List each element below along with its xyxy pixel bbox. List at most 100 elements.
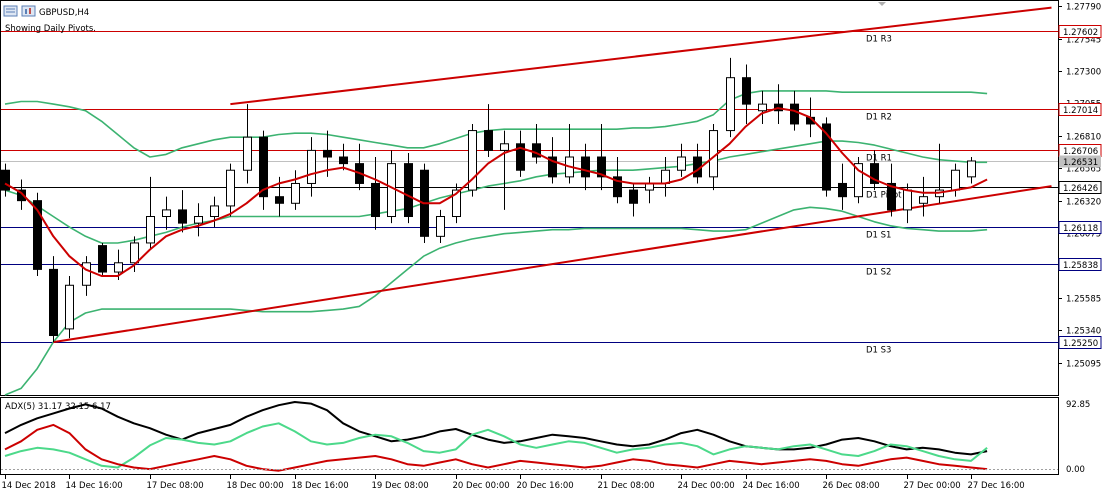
candle (371, 157, 380, 230)
pivot-level-name-0: D1 R3 (866, 35, 892, 45)
adx-indicator: ADX(5) 31.17 32.15 6.17 92.85 0.00 (1, 400, 1090, 475)
candle-body (452, 189, 461, 218)
candle-body (259, 136, 268, 198)
pivot-level-name-2: D1 R1 (866, 154, 892, 164)
candle-body (726, 77, 735, 132)
trend-line-1 (53, 185, 1052, 344)
price-tick-label: 1.25585 (1066, 295, 1101, 305)
candle-body (114, 262, 123, 273)
pivot-price-label-6: 1.25250 (1063, 339, 1098, 349)
main-plot-frame (0, 0, 1059, 396)
pivot-price-box-5 (1058, 258, 1102, 271)
time-tick-label: 19 Dec 08:00 (372, 481, 429, 491)
candle-body (500, 143, 509, 151)
candle-body (597, 156, 606, 178)
candle (210, 196, 219, 228)
time-tick-label: 24 Dec 00:00 (678, 481, 735, 491)
candle-body (742, 77, 751, 105)
pivot-price-label-1: 1.27014 (1063, 106, 1098, 116)
pivot-price-label-3: 1.26426 (1063, 184, 1098, 194)
candle-body (484, 130, 493, 151)
candle (436, 209, 445, 243)
trend-line-0 (230, 6, 1052, 106)
candle (1, 163, 10, 197)
candle (677, 143, 686, 177)
candle (404, 153, 413, 224)
candle (758, 90, 767, 124)
trend-lines (53, 6, 1052, 344)
candle (532, 123, 541, 164)
candle (98, 242, 107, 277)
candle (822, 117, 831, 197)
candle (226, 163, 235, 217)
candle-body (548, 156, 557, 178)
level-price-labels: 1.27602 1.27014 1.26706 1.26426 1.26118 1.258… (1058, 25, 1102, 349)
candle-body (98, 245, 107, 273)
candle (629, 183, 638, 217)
price-tick-label: 1.25340 (1066, 327, 1101, 337)
bollinger-lower-line (4, 206, 988, 396)
candle-body (49, 268, 58, 337)
candle (339, 143, 348, 171)
candle (967, 157, 976, 184)
candle (307, 137, 316, 197)
candle-body (468, 130, 477, 191)
candle-body (339, 156, 348, 165)
candle (870, 150, 879, 191)
chart-type-icon[interactable] (21, 5, 36, 17)
time-tick-label: 27 Dec 16:00 (968, 481, 1025, 491)
pivot-level-name-5: D1 S2 (866, 268, 891, 278)
candle-body (404, 163, 413, 218)
candle-body (903, 189, 912, 211)
pivot-price-label-4: 1.26118 (1063, 224, 1098, 234)
price-tick-label: 1.27790 (1066, 3, 1101, 13)
candle-body (371, 182, 380, 218)
time-axis: 14 Dec 2018 14 Dec 16:00 17 Dec 08:00 18 De… (2, 475, 1025, 491)
candle-body (629, 189, 638, 204)
candle (82, 256, 91, 296)
price-tick-label: 1.26810 (1066, 133, 1101, 143)
candle-body (210, 205, 219, 218)
adx-main-line (4, 401, 988, 456)
price-tick-label: 1.26075 (1066, 230, 1101, 240)
candle (887, 163, 896, 217)
pivot-price-label-0: 1.27602 (1063, 28, 1098, 38)
moving-average (4, 107, 988, 277)
candle-body (661, 169, 670, 184)
pivot-price-box-6 (1058, 336, 1102, 349)
candle-body (82, 262, 91, 286)
candle-body (838, 182, 847, 198)
candle-body (226, 169, 235, 207)
candle (919, 176, 928, 217)
pivot-level-name-4: D1 S1 (866, 231, 891, 241)
candle-body (677, 156, 686, 171)
time-tick-label: 14 Dec 16:00 (66, 481, 123, 491)
candle-body (870, 163, 879, 184)
scroll-arrow-icon[interactable] (878, 2, 886, 6)
time-tick-label: 17 Dec 08:00 (147, 481, 204, 491)
candle-body (532, 143, 541, 158)
candle (742, 64, 751, 124)
candle-body (162, 209, 171, 218)
candle (838, 163, 847, 210)
candle-body (65, 284, 74, 330)
pivot-price-box-4 (1058, 221, 1102, 234)
candle (516, 130, 525, 177)
candle (243, 104, 252, 184)
time-tick-label: 20 Dec 00:00 (453, 481, 510, 491)
candle-body (790, 103, 799, 125)
bollinger-upper-line (4, 90, 988, 158)
candle (581, 143, 590, 191)
candle (291, 170, 300, 210)
candle-body (178, 209, 187, 224)
time-tick-label: 14 Dec 2018 (2, 481, 56, 491)
pivot-level-name-3: D1 Pivot (866, 191, 902, 201)
window-icon[interactable] (3, 5, 18, 17)
candle-body (758, 103, 767, 112)
candle (259, 130, 268, 210)
candle-body (146, 216, 155, 244)
pivot-price-box-3 (1058, 181, 1102, 194)
candle-body (951, 169, 960, 191)
candle-body (613, 176, 622, 198)
